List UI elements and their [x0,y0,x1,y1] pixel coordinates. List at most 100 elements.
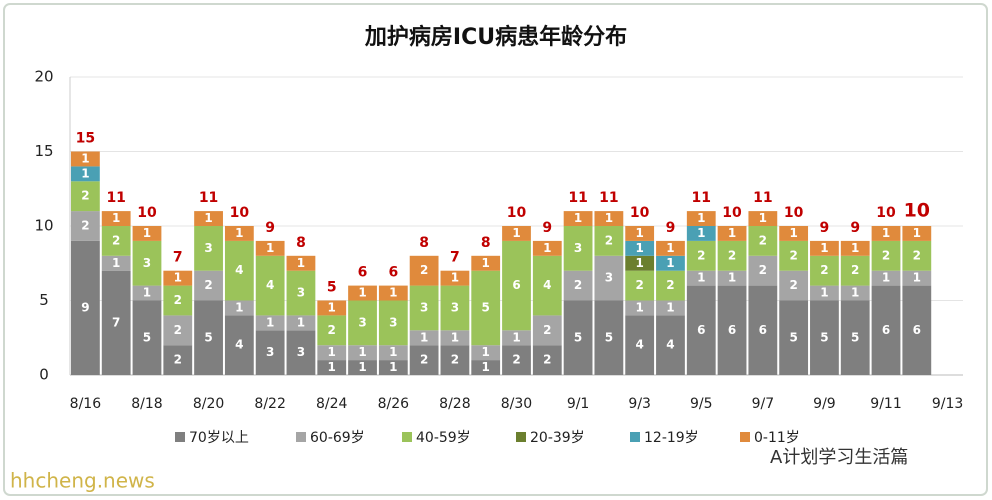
segment-label: 2 [174,353,182,367]
bar-segment [840,300,870,375]
segment-label: 4 [235,338,243,352]
bar-segment [502,240,531,331]
bar-segment [378,285,408,301]
bar-segment [255,315,285,331]
bar-segment [163,285,193,316]
segment-label: 5 [143,330,151,344]
segment-label: 1 [666,300,674,314]
bar-segment [255,255,285,316]
segment-label: 1 [266,241,274,255]
segment-label: 3 [605,271,613,285]
bar-segment [502,345,531,375]
bar-segment [502,226,531,241]
segment-label: 4 [635,338,643,352]
bar-segment [748,285,778,375]
bar-segment [317,360,347,375]
segment-label: 1 [81,151,89,165]
total-label: 7 [450,250,460,266]
segment-label: 2 [174,293,182,307]
bar-segment [101,255,131,271]
bar-segment [132,300,162,375]
bar-segment [686,211,716,226]
bar-segment [810,240,839,256]
bar-segment [440,285,470,331]
x-tick-label: 9/9 [813,396,836,412]
segment-label: 1 [420,330,428,344]
x-tick-label: 8/20 [193,396,224,412]
bar-segment [871,270,901,286]
segment-label: 4 [543,278,551,292]
bar-segment [717,270,747,286]
bar-segment [563,300,593,375]
bar-segment [532,315,562,346]
y-tick-label: 20 [34,68,53,86]
bar-segment [563,270,593,301]
bar-segment [779,270,809,301]
segment-label: 1 [635,241,643,255]
bar-segment [686,270,716,286]
segment-label: 2 [81,189,89,203]
bar-segment [348,360,377,375]
segment-label: 3 [204,241,212,255]
segment-label: 1 [451,330,459,344]
total-label: 10 [876,205,896,221]
total-label: 8 [419,235,429,251]
segment-label: 6 [728,323,736,337]
x-tick-label: 8/26 [378,396,410,412]
segment-label: 1 [605,211,613,225]
total-label: 15 [76,131,95,147]
bar-segment [101,270,131,375]
segment-label: 1 [389,360,397,374]
bar-segment [409,255,439,286]
segment-label: 9 [81,300,89,314]
bar-segment [71,166,100,182]
bar-segment [594,226,624,256]
x-tick-label: 9/13 [932,396,963,412]
bar-segment [132,285,162,301]
segment-label: 3 [451,300,459,314]
bar-segment [163,345,193,375]
bar-segment [902,285,932,375]
segment-label: 1 [482,360,490,374]
bar-segment [348,300,377,346]
segment-label: 1 [728,271,736,285]
total-label: 9 [542,220,552,236]
bar-segment [871,226,901,241]
bar-segment [409,330,439,346]
chart-title: 加护病房ICU病患年龄分布 [364,24,627,50]
x-tick-label: 8/28 [439,396,470,412]
bar-segment [286,315,316,331]
segment-label: 1 [204,211,212,225]
bar-segment [686,226,716,241]
bar-segment [71,151,100,167]
bar-segment [656,240,685,256]
bar-segment [471,270,501,346]
bar-segment [594,300,624,375]
bar-segment [840,285,870,301]
segment-label: 2 [851,263,859,277]
bar-segment [748,211,778,226]
segment-label: 3 [266,345,274,359]
x-tick-label: 9/5 [690,396,713,412]
legend-swatch [740,432,750,442]
segment-label: 1 [512,330,520,344]
bar-segment [286,255,316,271]
total-label: 10 [722,205,742,221]
segment-label: 3 [143,256,151,270]
segment-label: 6 [512,278,520,292]
total-label: 5 [327,280,337,296]
legend-label: 0-11岁 [754,430,800,446]
total-label: 11 [199,190,218,206]
total-label: 6 [358,265,368,281]
segment-label: 1 [235,300,243,314]
segment-label: 1 [358,360,366,374]
segment-label: 2 [420,263,428,277]
segment-label: 6 [759,323,767,337]
bar-segment [471,345,501,361]
segment-label: 5 [482,300,490,314]
total-label: 8 [296,235,306,251]
segment-label: 1 [697,226,705,240]
total-label: 11 [599,190,618,206]
segment-label: 1 [697,211,705,225]
bar-segment [656,315,685,375]
